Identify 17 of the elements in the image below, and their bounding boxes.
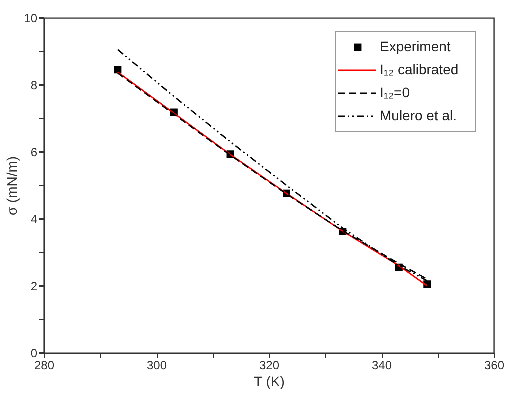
x-tick-label: 360 <box>484 358 505 372</box>
y-axis-title: σ (mN/m) <box>4 156 20 216</box>
y-tick-label: 4 <box>30 212 38 226</box>
legend-label: I₁₂ calibrated <box>380 62 459 78</box>
y-tick-label: 10 <box>24 12 38 26</box>
x-tick-label: 340 <box>372 358 392 372</box>
y-tick-label: 0 <box>30 346 38 360</box>
y-tick-label: 6 <box>30 146 38 160</box>
x-tick-label: 280 <box>34 358 55 372</box>
legend-label: Mulero et al. <box>380 108 458 124</box>
x-axis-title: T (K) <box>254 374 285 390</box>
x-tick-label: 320 <box>259 358 280 372</box>
legend-label: Experiment <box>380 38 451 54</box>
y-tick-label: 2 <box>30 280 38 294</box>
x-tick-label: 300 <box>146 358 168 372</box>
legend-label: I₁₂=0 <box>380 84 410 100</box>
y-tick-label: 8 <box>30 78 38 92</box>
